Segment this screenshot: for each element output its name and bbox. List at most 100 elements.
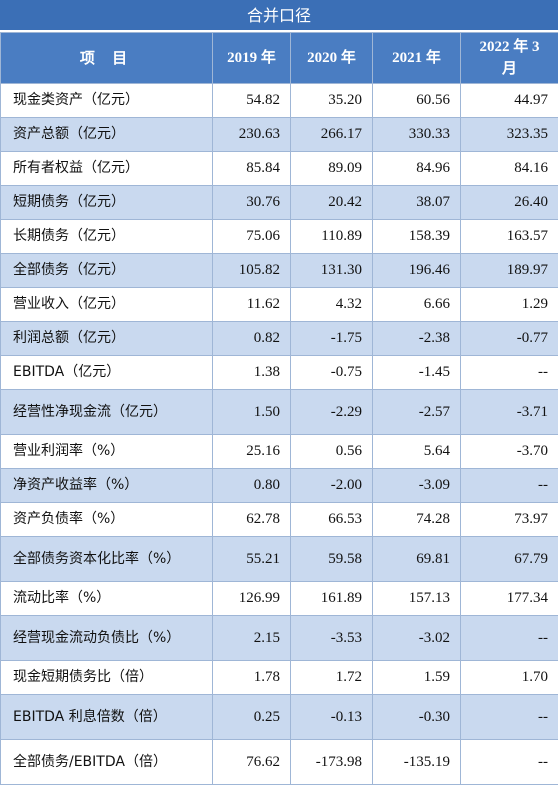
value-cell: 266.17 xyxy=(291,118,373,152)
value-cell: 0.82 xyxy=(213,322,291,356)
row-label: 资产总额（亿元） xyxy=(1,118,213,152)
value-cell: 177.34 xyxy=(461,582,558,616)
value-cell: 73.97 xyxy=(461,503,558,537)
value-cell: 110.89 xyxy=(291,220,373,254)
value-cell: -2.38 xyxy=(373,322,461,356)
value-cell: 323.35 xyxy=(461,118,558,152)
value-cell: 161.89 xyxy=(291,582,373,616)
row-label: 经营现金流动负债比（%） xyxy=(1,616,213,661)
value-cell: 59.58 xyxy=(291,537,373,582)
value-cell: 11.62 xyxy=(213,288,291,322)
value-cell: -- xyxy=(461,616,558,661)
value-cell: -3.09 xyxy=(373,469,461,503)
value-cell: -1.75 xyxy=(291,322,373,356)
table-row: 经营现金流动负债比（%）2.15-3.53-3.02-- xyxy=(1,616,558,661)
value-cell: 1.70 xyxy=(461,661,558,695)
value-cell: 38.07 xyxy=(373,186,461,220)
value-cell: -- xyxy=(461,740,558,785)
row-label: 利润总额（亿元） xyxy=(1,322,213,356)
table-title: 合并口径 xyxy=(0,0,558,32)
value-cell: -173.98 xyxy=(291,740,373,785)
value-cell: -135.19 xyxy=(373,740,461,785)
column-header: 项 目 xyxy=(1,33,213,84)
value-cell: 126.99 xyxy=(213,582,291,616)
value-cell: -3.53 xyxy=(291,616,373,661)
value-cell: 85.84 xyxy=(213,152,291,186)
value-cell: 5.64 xyxy=(373,435,461,469)
value-cell: 131.30 xyxy=(291,254,373,288)
column-header: 2020 年 xyxy=(291,33,373,84)
value-cell: 189.97 xyxy=(461,254,558,288)
value-cell: 1.29 xyxy=(461,288,558,322)
value-cell: 163.57 xyxy=(461,220,558,254)
value-cell: -3.70 xyxy=(461,435,558,469)
table-row: 经营性净现金流（亿元）1.50-2.29-2.57-3.71 xyxy=(1,390,558,435)
value-cell: 62.78 xyxy=(213,503,291,537)
row-label: 经营性净现金流（亿元） xyxy=(1,390,213,435)
row-label: 全部债务（亿元） xyxy=(1,254,213,288)
column-header: 2022 年 3 月 xyxy=(461,33,558,84)
row-label: 短期债务（亿元） xyxy=(1,186,213,220)
table-row: EBITDA（亿元）1.38-0.75-1.45-- xyxy=(1,356,558,390)
row-label: 流动比率（%） xyxy=(1,582,213,616)
value-cell: 84.16 xyxy=(461,152,558,186)
row-label: 营业收入（亿元） xyxy=(1,288,213,322)
value-cell: 66.53 xyxy=(291,503,373,537)
value-cell: 2.15 xyxy=(213,616,291,661)
value-cell: -0.75 xyxy=(291,356,373,390)
value-cell: 196.46 xyxy=(373,254,461,288)
value-cell: 67.79 xyxy=(461,537,558,582)
value-cell: -2.00 xyxy=(291,469,373,503)
value-cell: -2.29 xyxy=(291,390,373,435)
row-label: 所有者权益（亿元） xyxy=(1,152,213,186)
value-cell: 1.59 xyxy=(373,661,461,695)
value-cell: 26.40 xyxy=(461,186,558,220)
value-cell: -0.77 xyxy=(461,322,558,356)
row-label: 现金短期债务比（倍） xyxy=(1,661,213,695)
value-cell: 1.78 xyxy=(213,661,291,695)
value-cell: -3.71 xyxy=(461,390,558,435)
value-cell: 0.80 xyxy=(213,469,291,503)
value-cell: -0.13 xyxy=(291,695,373,740)
value-cell: 75.06 xyxy=(213,220,291,254)
value-cell: 6.66 xyxy=(373,288,461,322)
value-cell: -1.45 xyxy=(373,356,461,390)
value-cell: 54.82 xyxy=(213,84,291,118)
value-cell: 4.32 xyxy=(291,288,373,322)
row-label: 全部债务资本化比率（%） xyxy=(1,537,213,582)
value-cell: -- xyxy=(461,356,558,390)
column-header: 2019 年 xyxy=(213,33,291,84)
value-cell: 44.97 xyxy=(461,84,558,118)
row-label: 资产负债率（%） xyxy=(1,503,213,537)
row-label: 营业利润率（%） xyxy=(1,435,213,469)
value-cell: 84.96 xyxy=(373,152,461,186)
column-header: 2021 年 xyxy=(373,33,461,84)
value-cell: 30.76 xyxy=(213,186,291,220)
value-cell: 330.33 xyxy=(373,118,461,152)
value-cell: -3.02 xyxy=(373,616,461,661)
value-cell: 76.62 xyxy=(213,740,291,785)
value-cell: 89.09 xyxy=(291,152,373,186)
value-cell: 69.81 xyxy=(373,537,461,582)
row-label: 全部债务/EBITDA（倍） xyxy=(1,740,213,785)
value-cell: 55.21 xyxy=(213,537,291,582)
value-cell: 74.28 xyxy=(373,503,461,537)
value-cell: 1.38 xyxy=(213,356,291,390)
row-label: 现金类资产（亿元） xyxy=(1,84,213,118)
